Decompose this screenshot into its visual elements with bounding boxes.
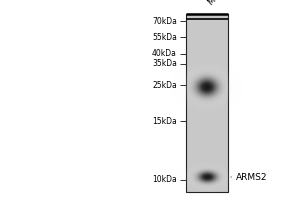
Text: ARMS2: ARMS2 — [236, 172, 267, 182]
Text: 40kDa: 40kDa — [152, 49, 177, 58]
Text: 35kDa: 35kDa — [152, 60, 177, 68]
Text: 15kDa: 15kDa — [152, 116, 177, 126]
Bar — [186, 14, 228, 192]
Text: 70kDa: 70kDa — [152, 17, 177, 25]
Text: 55kDa: 55kDa — [152, 32, 177, 42]
Text: 10kDa: 10kDa — [152, 176, 177, 184]
Text: 25kDa: 25kDa — [152, 81, 177, 90]
Text: Mouse eye: Mouse eye — [207, 0, 245, 7]
